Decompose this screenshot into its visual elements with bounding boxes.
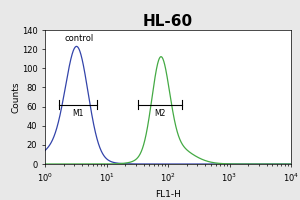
- Y-axis label: Counts: Counts: [11, 81, 20, 113]
- Text: M2: M2: [154, 109, 166, 118]
- X-axis label: FL1-H: FL1-H: [155, 190, 181, 199]
- Title: HL-60: HL-60: [143, 14, 193, 29]
- Text: control: control: [65, 34, 94, 43]
- Text: M1: M1: [72, 109, 84, 118]
